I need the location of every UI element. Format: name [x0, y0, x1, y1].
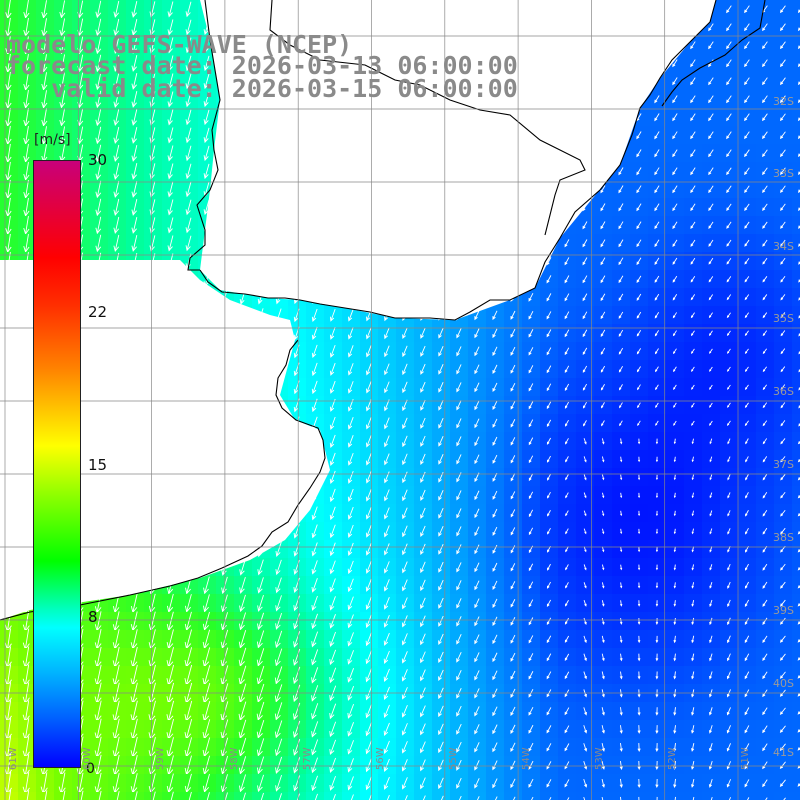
lon-label: 56W: [375, 747, 386, 770]
lon-label: 61W: [8, 747, 19, 770]
lon-label: 52W: [667, 747, 678, 770]
colorbar-tick-15: 15: [88, 456, 108, 474]
lon-label: 58W: [229, 747, 240, 770]
colorbar-unit: [m/s]: [34, 132, 71, 148]
lon-label: 60W: [82, 747, 93, 770]
lat-label: 32S: [773, 95, 794, 108]
lon-label: 54W: [521, 747, 532, 770]
forecast-date: forecast date: 2026-03-13 06:00:00: [6, 51, 518, 80]
lat-label: 39S: [773, 604, 794, 617]
valid-date: valid date: 2026-03-15 06:00:00: [6, 74, 518, 103]
colorbar-ramp: [33, 160, 81, 768]
lat-label: 35S: [773, 312, 794, 325]
lat-label: 41S: [773, 746, 794, 759]
lon-label: 51W: [740, 747, 751, 770]
colorbar-tick-8: 8: [88, 608, 98, 626]
lat-label: 38S: [773, 531, 794, 544]
lon-label: 59W: [155, 747, 166, 770]
lat-label: 34S: [773, 240, 794, 253]
model-title: modelo GEFS-WAVE (NCEP): [6, 30, 353, 59]
lat-label: 37S: [773, 458, 794, 471]
colorbar-tick-0: 0: [86, 761, 95, 777]
lon-label: 57W: [302, 747, 313, 770]
lat-label: 36S: [773, 385, 794, 398]
lon-label: 53W: [594, 747, 605, 770]
colorbar-tick-30: 30: [88, 151, 108, 169]
lat-label: 40S: [773, 677, 794, 690]
colorbar-tick-22: 22: [88, 303, 108, 321]
lat-label: 33S: [773, 167, 794, 180]
lon-label: 55W: [448, 747, 459, 770]
coastline: [0, 0, 766, 621]
